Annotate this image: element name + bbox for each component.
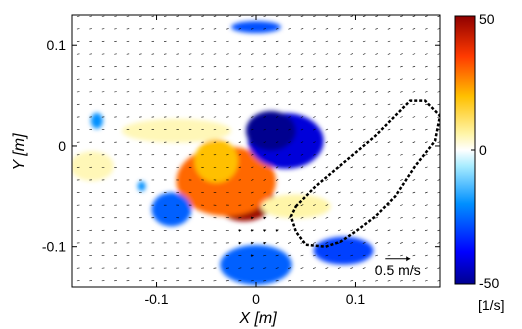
colorbar-tick-label: 50 [479,11,495,27]
vorticity-patch [314,237,374,265]
vorticity-patch [138,181,146,191]
vorticity-patch [91,113,103,129]
y-tick-label: 0 [58,138,66,154]
y-axis-label: Y [m] [11,133,28,171]
y-tick-label: -0.1 [42,239,66,255]
reference-vector-label: 0.5 m/s [375,262,421,278]
x-tick-label: 0 [252,291,260,307]
x-axis-label: X [m] [238,310,277,327]
colorbar: 50 0 -50 [1/s] [455,11,504,313]
vorticity-patch [194,139,238,183]
vorticity-patch [220,245,292,285]
vorticity-patch [246,111,296,151]
colorbar-unit: [1/s] [478,297,504,313]
vorticity-patch [70,151,114,181]
vorticity-patch [231,21,281,33]
vorticity-patch [122,119,231,143]
vorticity-patch [152,193,192,227]
y-tick-label: 0.1 [47,37,67,53]
x-tick-label: -0.1 [144,291,168,307]
colorbar-tick-label: 0 [479,142,487,158]
colorbar-tick-label: -50 [479,275,499,291]
x-tick-label: 0.1 [346,291,366,307]
